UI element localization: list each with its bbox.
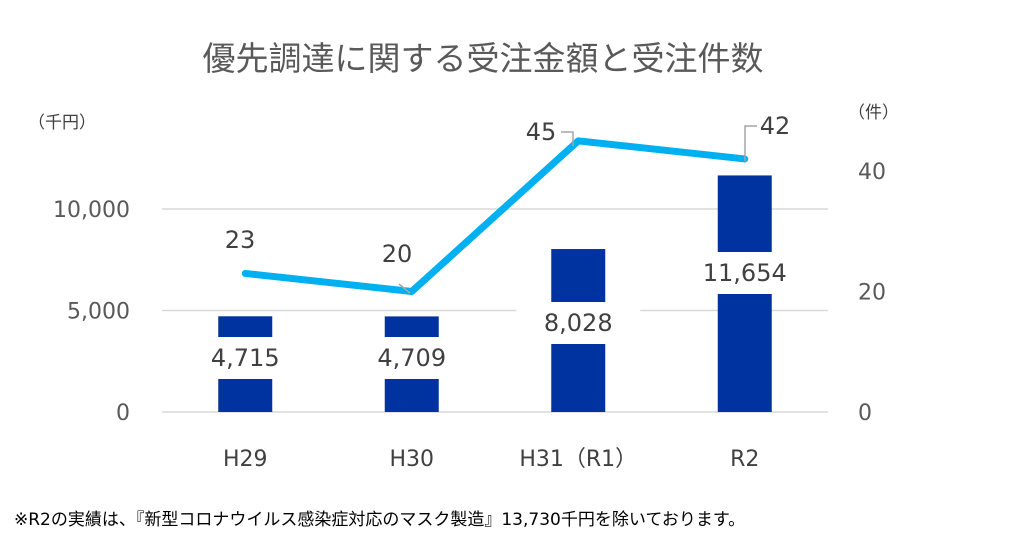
bar-label-background <box>183 337 308 379</box>
bar-data-label: 8,028 <box>544 309 613 337</box>
line-data-label: 42 <box>760 112 791 140</box>
right-axis-unit: （件） <box>848 103 899 123</box>
combo-chart: 優先調達に関する受注金額と受注件数 （千円） （件） 4,715 4,709 8,0… <box>28 39 899 472</box>
bar-data-label: 11,654 <box>703 259 787 287</box>
chart-title: 優先調達に関する受注金額と受注件数 <box>203 39 764 78</box>
category-label: H31（R1） <box>519 447 637 472</box>
bar-label-background <box>682 252 807 294</box>
category-label: H30 <box>389 447 434 472</box>
left-axis-ticks: 0 5,000 10,000 <box>53 198 130 426</box>
right-axis-ticks: 0 20 40 <box>858 160 886 426</box>
right-tick-label: 20 <box>858 281 886 306</box>
gridlines <box>162 208 828 413</box>
line-series: 23 20 45 42 <box>225 112 791 295</box>
label-leader-line <box>398 283 411 294</box>
bar-data-label: 4,709 <box>377 344 446 372</box>
bar-label-background <box>349 337 474 379</box>
bar-label-background <box>516 302 641 344</box>
left-tick-label: 0 <box>116 401 130 426</box>
line-data-label: 23 <box>225 226 256 254</box>
left-axis-unit: （千円） <box>28 113 96 133</box>
category-label: R2 <box>730 447 759 472</box>
right-tick-label: 0 <box>858 401 872 426</box>
right-tick-label: 40 <box>858 160 886 185</box>
left-tick-label: 10,000 <box>53 198 130 223</box>
left-tick-label: 5,000 <box>67 300 130 325</box>
label-leader-line <box>561 131 574 146</box>
bar-series: 4,715 4,709 8,028 11,654 <box>183 175 807 412</box>
line-data-label: 20 <box>382 240 413 268</box>
line-data-label: 45 <box>526 118 557 146</box>
bar-data-label: 4,715 <box>211 344 280 372</box>
footnote: ※R2の実績は、『新型コロナウイルス感染症対応のマスク製造』13,730千円を除… <box>14 510 746 530</box>
category-axis: H29 H30 H31（R1） R2 <box>223 447 759 472</box>
line-path <box>241 137 749 295</box>
category-label: H29 <box>223 447 268 472</box>
label-leader-line <box>744 125 757 161</box>
